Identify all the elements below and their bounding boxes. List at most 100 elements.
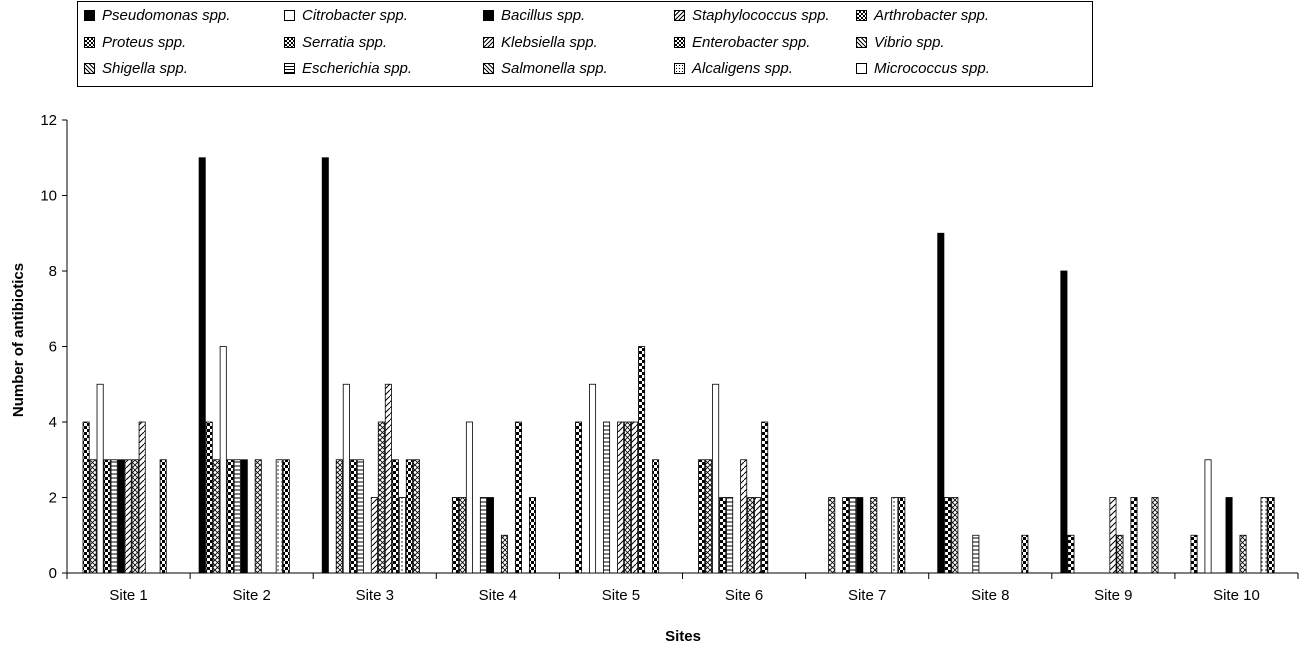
bar [898,497,906,574]
legend-item: Alcaligens spp. [674,58,793,78]
bar [465,421,473,574]
bar [377,421,385,574]
x-tick-label: Site 3 [356,587,394,604]
x-tick-label: Site 2 [232,587,270,604]
legend-label: Staphylococcus spp. [692,6,830,24]
legend-label: Klebsiella spp. [501,33,598,51]
bar [96,383,104,574]
bar [828,497,836,574]
bar [205,421,213,574]
bar [110,459,118,574]
bar [405,459,413,574]
legend-item: Escherichia spp. [284,58,412,78]
legend-label: Micrococcus spp. [874,59,990,77]
legend-swatch [284,36,295,48]
y-tick-label: 4 [49,414,57,431]
bar [131,459,139,574]
bar [458,497,466,574]
bar [89,459,97,574]
legend-item: Enterobacter spp. [674,32,810,52]
bar [652,459,660,574]
bar [219,346,227,574]
legend-item: Salmonella spp. [483,58,608,78]
bar [254,459,262,574]
bar [398,497,406,574]
bar [240,459,248,574]
legend-label: Serratia spp. [302,33,388,51]
legend-swatch [84,36,95,48]
bar [226,459,234,574]
bar [342,383,350,574]
bar [321,157,329,574]
legend-swatch [284,62,295,74]
legend-label: Proteus spp. [102,33,187,51]
x-tick-label: Site 10 [1213,587,1260,604]
bar [1021,534,1029,574]
bar [1060,270,1068,574]
legend-label: Arthrobacter spp. [874,6,990,24]
x-tick-label: Site 6 [725,587,763,604]
bar [849,497,857,574]
bar [198,157,206,574]
legend-label: Enterobacter spp. [692,33,811,51]
bar [891,497,899,574]
bar [705,459,713,574]
bar [937,232,945,574]
y-tick-label: 12 [40,112,57,129]
bar [1190,534,1198,574]
y-tick-label: 0 [49,565,57,582]
bar [638,346,646,574]
bar [1204,459,1212,574]
legend-swatch [284,9,295,21]
bar [159,459,167,574]
bar [335,459,343,574]
legend-label: Alcaligens spp. [692,59,793,77]
legend-label: Pseudomonas spp. [102,6,231,24]
bar [747,497,755,574]
legend-swatch [856,9,867,21]
legend-swatch [483,9,494,21]
bar [528,497,536,574]
bar [698,459,706,574]
bar [212,459,220,574]
bar [719,497,727,574]
x-axis: Site 1 Site 2 Site 3 Site 4 Site 5 Site 6 Site… [66,572,1299,604]
bar [412,459,420,574]
bar [761,421,769,574]
legend-swatch [84,9,95,21]
bar [575,421,583,574]
legend-swatch [483,62,494,74]
y-axis: 0 2 4 6 8 10 12 [40,112,68,582]
x-tick-label: Site 7 [848,587,886,604]
bar [82,421,90,574]
bar [349,459,357,574]
bar [624,421,632,574]
bar [233,459,241,574]
x-tick-label: Site 4 [479,587,517,604]
bar [944,497,952,574]
x-axis-title: Sites [665,628,701,645]
legend-item: Proteus spp. [84,32,186,52]
bar [870,497,878,574]
legend-swatch [674,62,685,74]
legend-item: Vibrio spp. [856,32,945,52]
bars [82,157,1275,574]
bar [754,497,762,574]
legend-label: Salmonella spp. [501,59,608,77]
legend-item: Micrococcus spp. [856,58,990,78]
bar [500,534,508,574]
bar [589,383,597,574]
bar [275,459,283,574]
legend-swatch [856,36,867,48]
bar [486,497,494,574]
bar [384,383,392,574]
bar [1130,497,1138,574]
legend-item: Shigella spp. [84,58,188,78]
legend-label: Shigella spp. [102,59,188,77]
legend-label: Citrobacter spp. [302,6,408,24]
bar [391,459,399,574]
legend-item: Pseudomonas spp. [84,5,230,25]
x-tick-label: Site 9 [1094,587,1132,604]
legend-label: Vibrio spp. [874,33,945,51]
bar [1067,534,1075,574]
